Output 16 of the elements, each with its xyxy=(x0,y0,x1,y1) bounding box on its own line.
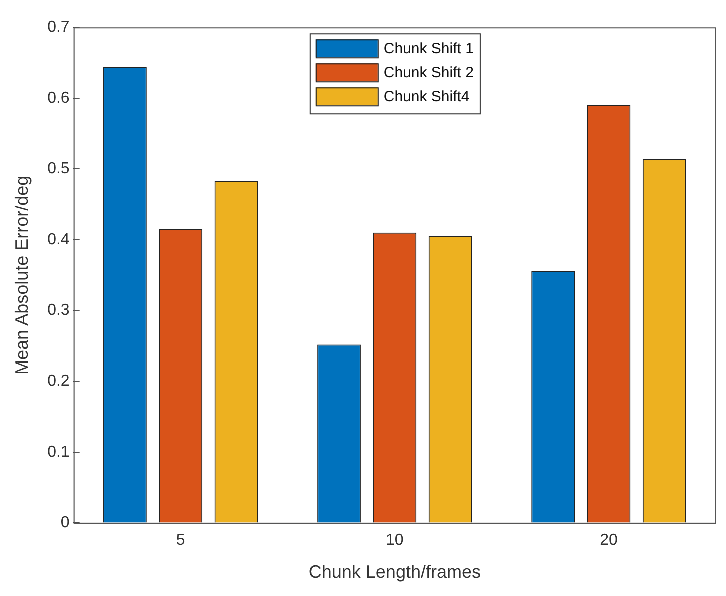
legend-label: Chunk Shift 1 xyxy=(384,40,474,58)
y-tick-label: 0.6 xyxy=(48,90,70,107)
x-tick-label: 5 xyxy=(176,532,186,550)
legend-label: Chunk Shift 2 xyxy=(384,64,474,82)
x-axis-title: Chunk Length/frames xyxy=(308,562,481,582)
y-axis-title: Mean Absolute Error/deg xyxy=(12,176,32,375)
y-tick-label: 0.4 xyxy=(48,231,70,248)
x-tick-label: 20 xyxy=(600,532,618,550)
legend-label: Chunk Shift4 xyxy=(384,88,470,106)
y-tick-label: 0 xyxy=(60,514,70,532)
y-tick-label: 0.5 xyxy=(48,160,70,178)
y-tick-label: 0.3 xyxy=(48,302,70,320)
y-tick-label: 0.2 xyxy=(48,373,70,390)
x-tick-label: 10 xyxy=(386,532,404,550)
y-tick-label: 0.7 xyxy=(48,19,70,36)
y-tick-label: 0.1 xyxy=(48,444,70,461)
